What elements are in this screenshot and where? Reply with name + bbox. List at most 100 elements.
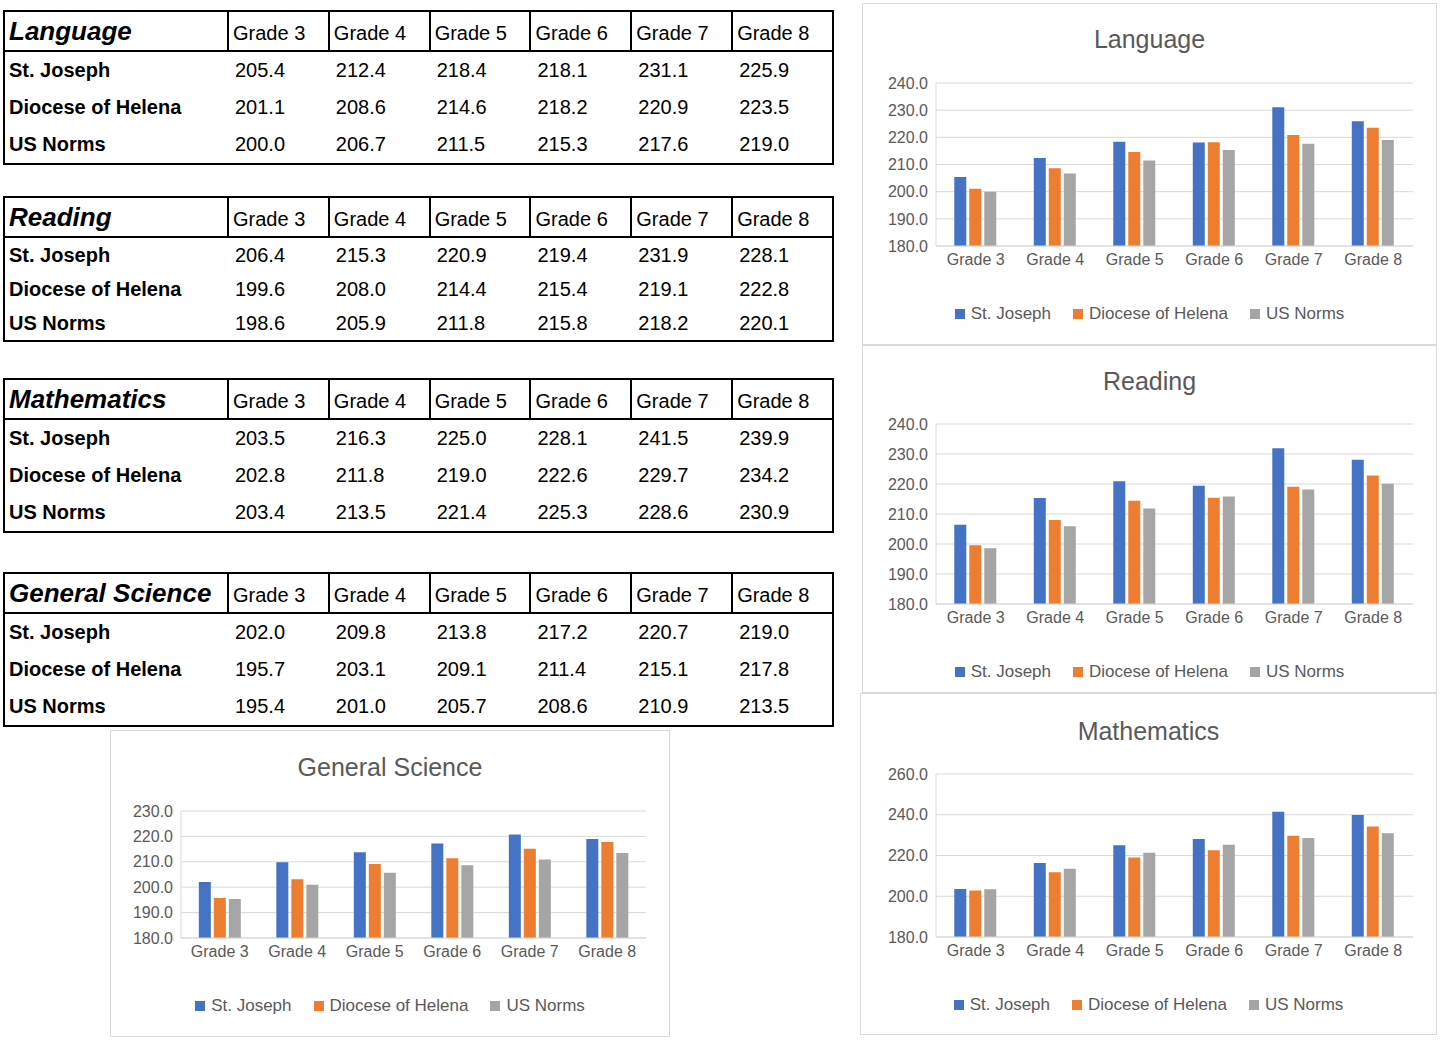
html-text:228.1: 228.1 (739, 243, 790, 266)
svg-text:220.0: 220.0 (888, 476, 928, 493)
svg-text:Grade 3: Grade 3 (191, 943, 249, 960)
html-text:US Norms: US Norms (9, 133, 106, 155)
html-text:Language: Language (9, 16, 132, 46)
html-text:211.8: 211.8 (436, 311, 486, 334)
html-text:205.4: 205.4 (235, 59, 286, 81)
html-text:Grade 3: Grade 3 (233, 22, 306, 44)
svg-text:Grade 6: Grade 6 (1185, 609, 1243, 626)
svg-text:190.0: 190.0 (133, 904, 173, 921)
svg-text:230.0: 230.0 (888, 446, 928, 463)
html-text:205.9: 205.9 (335, 311, 386, 334)
html-text:220.9: 220.9 (638, 96, 689, 118)
svg-text:Grade 3: Grade 3 (947, 251, 1005, 268)
svg-text:260.0: 260.0 (888, 766, 928, 783)
svg-text:Grade 3: Grade 3 (947, 942, 1005, 959)
html-text:208.0: 208.0 (335, 277, 386, 300)
html-text:Diocese of Helena: Diocese of Helena (9, 96, 182, 118)
svg-text:Grade 3: Grade 3 (947, 609, 1005, 626)
html-text:US Norms: US Norms (9, 311, 106, 334)
html-text:218.1: 218.1 (537, 59, 588, 81)
svg-text:180.0: 180.0 (888, 238, 928, 255)
html-text:199.6: 199.6 (235, 277, 286, 300)
svg-text:Grade 6: Grade 6 (1185, 942, 1243, 959)
html-text:218.2: 218.2 (537, 96, 588, 118)
html-text:215.3: 215.3 (335, 243, 386, 266)
html-text:Reading: Reading (1102, 367, 1197, 395)
html-text:231.9: 231.9 (638, 243, 689, 266)
html-text:220.1: 220.1 (739, 311, 790, 334)
html-text:218.2: 218.2 (638, 311, 689, 334)
svg-text:200.0: 200.0 (888, 536, 928, 553)
svg-text:210.0: 210.0 (888, 506, 928, 523)
html-text:Language: Language (1093, 25, 1206, 53)
html-text:223.5: 223.5 (739, 96, 790, 118)
svg-text:240.0: 240.0 (888, 416, 928, 433)
svg-text:210.0: 210.0 (133, 853, 173, 870)
html-text:Grade 4: Grade 4 (333, 22, 407, 44)
svg-text:210.0: 210.0 (888, 156, 928, 173)
svg-text:Grade 7: Grade 7 (1265, 251, 1323, 268)
html-text:212.4: 212.4 (335, 59, 386, 81)
svg-text:Grade 4: Grade 4 (1026, 251, 1084, 268)
html-text:St. Joseph: St. Joseph (9, 243, 111, 266)
html-text:219.4: 219.4 (537, 243, 588, 266)
html-text:201.1: 201.1 (235, 96, 286, 118)
html-text:214.4: 214.4 (436, 277, 487, 300)
html-text:219.1: 219.1 (638, 277, 689, 300)
html-text:208.6: 208.6 (335, 96, 386, 118)
html-text:222.8: 222.8 (739, 277, 790, 300)
html-text:Diocese of Helena: Diocese of Helena (9, 277, 182, 300)
html-text:231.1: 231.1 (638, 59, 689, 81)
svg-text:230.0: 230.0 (888, 102, 928, 119)
html-text:General Science: General Science (9, 578, 212, 608)
svg-text:Grade 8: Grade 8 (578, 943, 636, 960)
svg-text:Grade 5: Grade 5 (1106, 251, 1164, 268)
svg-text:Grade 8: Grade 8 (1344, 251, 1402, 268)
svg-text:220.0: 220.0 (888, 847, 928, 864)
svg-text:Grade 5: Grade 5 (1106, 942, 1164, 959)
svg-text:200.0: 200.0 (888, 183, 928, 200)
svg-text:Grade 6: Grade 6 (1185, 251, 1243, 268)
html-text:206.4: 206.4 (235, 243, 286, 266)
svg-text:180.0: 180.0 (133, 930, 173, 947)
svg-text:190.0: 190.0 (888, 566, 928, 583)
html-text:215.4: 215.4 (537, 277, 588, 300)
html-text:St. Joseph: St. Joseph (9, 59, 111, 81)
svg-text:180.0: 180.0 (888, 929, 928, 946)
html-text:Mathematics: Mathematics (1077, 717, 1220, 745)
html-text:Grade 7: Grade 7 (636, 22, 709, 44)
svg-text:Grade 4: Grade 4 (268, 943, 326, 960)
html-text:Mathematics: Mathematics (9, 384, 167, 414)
svg-text:Grade 7: Grade 7 (501, 943, 559, 960)
svg-text:240.0: 240.0 (888, 75, 928, 92)
html-text:220.9: 220.9 (436, 243, 487, 266)
html-text:Reading: Reading (9, 202, 112, 232)
svg-text:200.0: 200.0 (888, 888, 928, 905)
svg-text:190.0: 190.0 (888, 211, 928, 228)
svg-text:Grade 7: Grade 7 (1265, 609, 1323, 626)
svg-text:180.0: 180.0 (888, 596, 928, 613)
svg-text:240.0: 240.0 (888, 806, 928, 823)
svg-text:Grade 8: Grade 8 (1344, 942, 1402, 959)
svg-text:200.0: 200.0 (133, 879, 173, 896)
svg-text:220.0: 220.0 (133, 828, 173, 845)
html-text:General Science: General Science (297, 753, 483, 781)
svg-text:Grade 4: Grade 4 (1026, 609, 1084, 626)
html-text:Grade 5: Grade 5 (434, 22, 507, 44)
svg-text:220.0: 220.0 (888, 129, 928, 146)
html-text:215.8: 215.8 (537, 311, 588, 334)
svg-text:230.0: 230.0 (133, 803, 173, 820)
html-text:218.4: 218.4 (436, 59, 487, 81)
html-text:225.9: 225.9 (739, 59, 790, 81)
html-text:Grade 8: Grade 8 (737, 22, 810, 44)
svg-text:Grade 6: Grade 6 (423, 943, 481, 960)
svg-text:Grade 5: Grade 5 (346, 943, 404, 960)
html-text:214.6: 214.6 (436, 96, 487, 118)
svg-text:Grade 5: Grade 5 (1106, 609, 1164, 626)
svg-text:Grade 4: Grade 4 (1026, 942, 1084, 959)
svg-text:Grade 7: Grade 7 (1265, 942, 1323, 959)
svg-text:Grade 8: Grade 8 (1344, 609, 1402, 626)
html-text:Grade 6: Grade 6 (535, 22, 608, 44)
html-text:200.0: 200.0 (235, 133, 286, 155)
html-text:198.6: 198.6 (235, 311, 286, 334)
